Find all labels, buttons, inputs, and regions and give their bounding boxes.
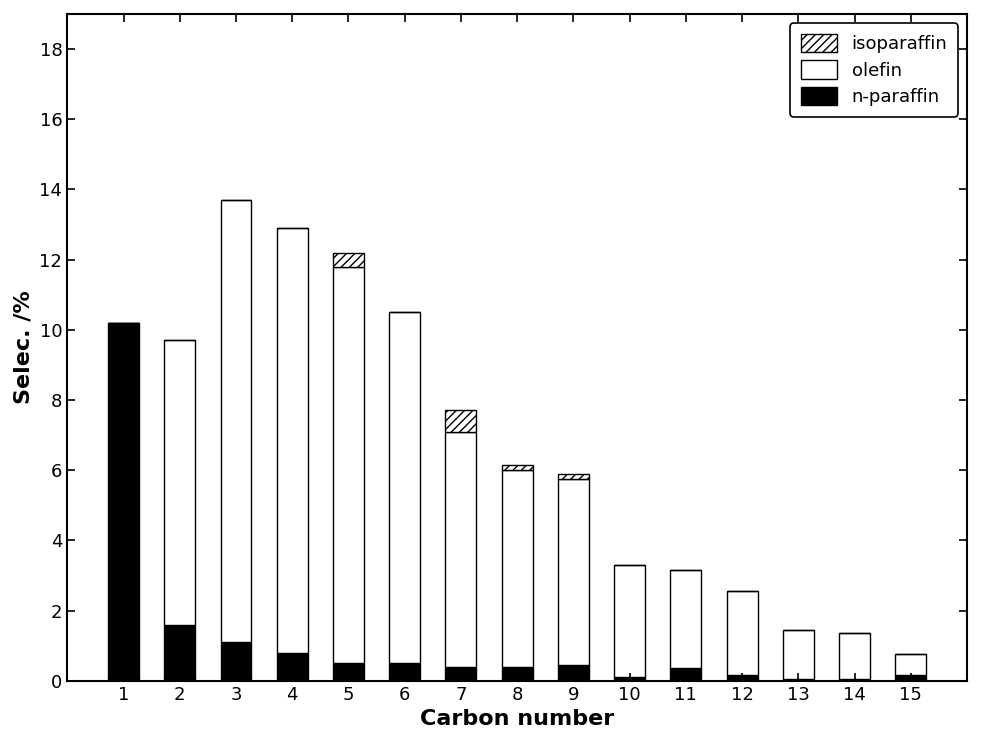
Bar (558, 665, 589, 681)
Bar (333, 267, 364, 663)
Bar (839, 679, 870, 681)
Bar (896, 675, 926, 681)
Bar (614, 565, 645, 677)
Bar (445, 666, 477, 681)
Bar (558, 473, 589, 479)
Bar (389, 312, 420, 663)
Bar (896, 655, 926, 675)
Legend: isoparaffin, olefin, n-paraffin: isoparaffin, olefin, n-paraffin (790, 23, 958, 117)
Bar (501, 470, 533, 666)
Bar (277, 228, 308, 652)
Bar (670, 570, 701, 669)
Bar (389, 663, 420, 681)
Bar (501, 666, 533, 681)
Bar (221, 642, 251, 681)
Bar (839, 633, 870, 679)
Bar (558, 479, 589, 665)
Bar (445, 410, 477, 432)
Bar (614, 677, 645, 681)
Bar (727, 675, 757, 681)
Y-axis label: Selec. /%: Selec. /% (14, 291, 34, 404)
X-axis label: Carbon number: Carbon number (420, 709, 614, 729)
Bar (783, 630, 814, 679)
Bar (164, 340, 195, 625)
Bar (445, 432, 477, 666)
Bar (501, 465, 533, 470)
Bar (333, 663, 364, 681)
Bar (670, 669, 701, 681)
Bar (783, 679, 814, 681)
Bar (221, 200, 251, 642)
Bar (333, 253, 364, 267)
Bar (108, 322, 139, 681)
Bar (727, 591, 757, 675)
Bar (164, 625, 195, 681)
Bar (277, 652, 308, 681)
